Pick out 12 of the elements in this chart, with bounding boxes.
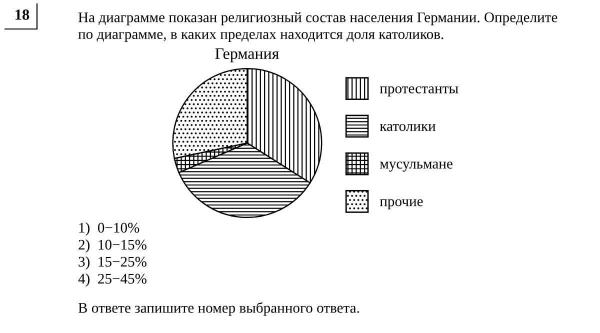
legend-label: прочие bbox=[380, 199, 423, 210]
chart-subtitle: На диаграмме показан религиозный состав населения Германии. Определите по диаграмме, в каких пределах находится доля католиков. bbox=[78, 12, 558, 42]
text: 4) 25−45% bbox=[78, 273, 146, 287]
text: 1) 0−10% bbox=[79, 222, 140, 236]
legend-label: протестанты bbox=[380, 86, 458, 96]
chart-title: Германия bbox=[215, 48, 279, 62]
text: 18 bbox=[16, 10, 30, 20]
text: 2) 10−15% bbox=[78, 239, 146, 253]
text: В ответе запишите номер выбранного ответа. bbox=[78, 302, 359, 316]
legend-label: католики bbox=[380, 124, 436, 131]
text: 3) 15−25% bbox=[78, 256, 146, 270]
legend-label: мусульмане bbox=[380, 162, 452, 172]
